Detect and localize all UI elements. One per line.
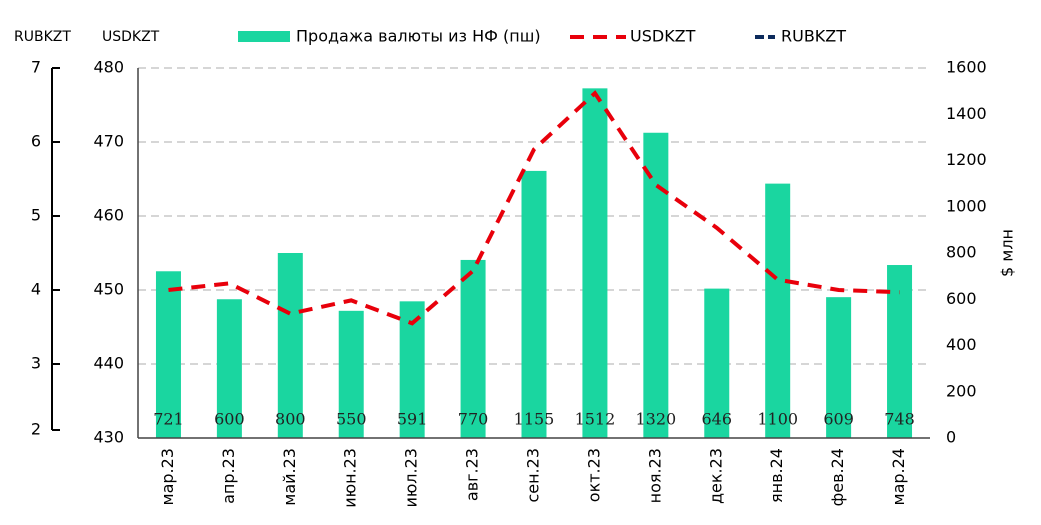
bar — [216, 299, 242, 438]
bar — [643, 132, 669, 438]
data-label: 550 — [336, 410, 367, 429]
y-tick-label: 450 — [93, 280, 124, 299]
x-tick-label: мар.23 — [158, 448, 177, 505]
y3-axis-title: RUBKZT — [14, 29, 71, 45]
y2-tick-label: 1000 — [946, 196, 987, 215]
y-tick-label: 430 — [93, 428, 124, 447]
legend-swatch — [238, 31, 290, 42]
y2-tick-label: 600 — [946, 289, 977, 308]
x-tick-label: авг.23 — [463, 448, 482, 501]
data-label: 1512 — [575, 410, 616, 429]
y3-tick-label: 7 — [31, 58, 41, 77]
y-tick-label: 440 — [93, 354, 124, 373]
y2-tick-label: 1600 — [946, 58, 987, 77]
y3-tick-label: 2 — [31, 420, 41, 439]
y2-tick-label: 1200 — [946, 150, 987, 169]
bar — [582, 88, 608, 438]
x-tick-label: окт.23 — [584, 448, 603, 502]
x-tick-label: июл.23 — [402, 448, 421, 508]
x-tick-label: мар.24 — [889, 448, 908, 505]
x-tick-label: июн.23 — [341, 448, 360, 508]
bar — [887, 265, 913, 438]
y2-tick-label: 800 — [946, 243, 977, 262]
y2-tick-label: 400 — [946, 335, 977, 354]
y2-tick-label: 200 — [946, 381, 977, 400]
bar — [277, 253, 303, 438]
data-label: 800 — [275, 410, 306, 429]
data-label: 1320 — [635, 410, 676, 429]
data-label: 748 — [884, 410, 915, 429]
data-label: 770 — [458, 410, 489, 429]
data-label: 721 — [153, 410, 184, 429]
line — [168, 90, 900, 326]
data-label: 609 — [823, 410, 854, 429]
data-label: 1155 — [514, 410, 555, 429]
legend-label: RUBKZT — [781, 27, 846, 46]
y3-tick-label: 6 — [31, 132, 41, 151]
y-axis-title: USDKZT — [102, 29, 160, 45]
y-tick-label: 470 — [93, 132, 124, 151]
x-tick-label: янв.24 — [767, 448, 786, 503]
bar — [460, 259, 486, 438]
data-label: 591 — [397, 410, 428, 429]
bar — [521, 170, 547, 438]
y2-tick-label: 0 — [946, 428, 956, 447]
x-tick-label: ноя.23 — [645, 448, 664, 503]
legend-label: USDKZT — [630, 27, 696, 46]
x-tick-label: фев.24 — [828, 448, 847, 506]
bar — [155, 271, 181, 438]
data-label: 1100 — [757, 410, 798, 429]
data-label: 646 — [701, 410, 732, 429]
bar — [765, 183, 791, 438]
y3-tick-label: 5 — [31, 206, 41, 225]
x-tick-label: апр.23 — [219, 448, 238, 504]
x-tick-label: дек.23 — [706, 448, 725, 504]
legend-label: Продажа валюты из НФ (пш) — [296, 27, 541, 46]
data-label: 600 — [214, 410, 245, 429]
bar — [704, 288, 730, 438]
y2-axis-title: $ млн — [998, 229, 1017, 277]
x-tick-label: сен.23 — [524, 448, 543, 503]
y2-tick-label: 1400 — [946, 104, 987, 123]
bar — [338, 310, 364, 438]
y-tick-label: 460 — [93, 206, 124, 225]
y3-tick-label: 4 — [31, 280, 41, 299]
bar — [826, 297, 852, 438]
x-tick-label: май.23 — [280, 448, 299, 506]
y3-tick-label: 3 — [31, 354, 41, 373]
y-tick-label: 480 — [93, 58, 124, 77]
